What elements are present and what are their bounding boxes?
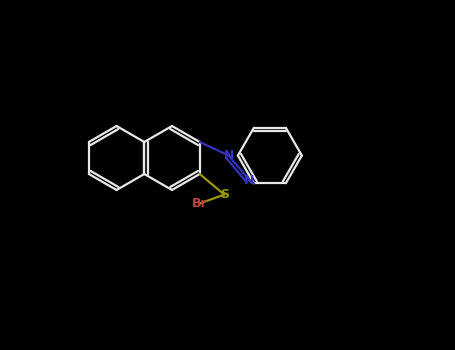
Text: N: N [223,149,234,162]
Text: N: N [244,174,254,187]
Text: S: S [220,188,229,201]
Text: Br: Br [192,197,208,210]
